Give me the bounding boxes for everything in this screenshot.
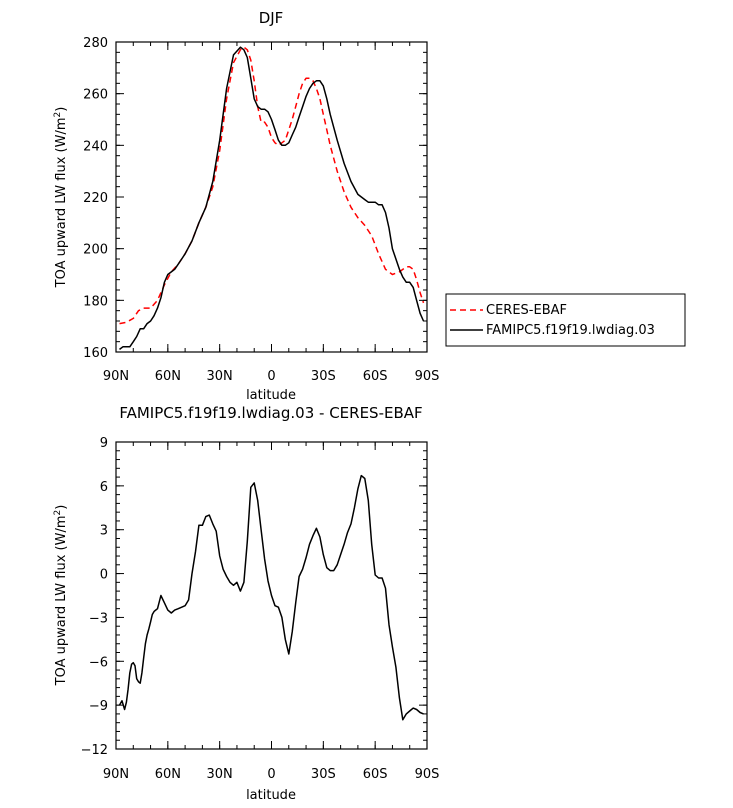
x-tick-label: 60S xyxy=(363,767,388,782)
y-tick-label: 6 xyxy=(100,480,108,495)
chart-title: FAMIPC5.f19f19.lwdiag.03 - CERES-EBAF xyxy=(119,404,422,422)
x-tick-label: 60S xyxy=(363,369,388,384)
y-tick-label: 3 xyxy=(100,524,108,539)
y-tick-label: −12 xyxy=(81,743,108,758)
x-tick-label: 30N xyxy=(207,767,233,782)
y-axis-title: TOA upward LW flux (W/m2) xyxy=(53,505,69,687)
y-tick-label: 160 xyxy=(83,346,108,361)
y-tick-label: −3 xyxy=(89,611,108,626)
x-tick-label: 90S xyxy=(415,767,440,782)
y-tick-label: 200 xyxy=(83,243,108,258)
x-tick-label: 60N xyxy=(155,369,181,384)
y-tick-label: 220 xyxy=(83,191,108,206)
chart-title: DJF xyxy=(259,9,284,27)
y-tick-label: −9 xyxy=(89,699,108,714)
y-tick-label: 260 xyxy=(83,88,108,103)
y-axis-title: TOA upward LW flux (W/m2) xyxy=(53,107,69,289)
x-tick-label: 30S xyxy=(311,767,336,782)
series-group xyxy=(118,474,424,721)
x-tick-label: 0 xyxy=(267,369,275,384)
legend-label-ceres: CERES-EBAF xyxy=(486,303,567,318)
y-tick-label: 180 xyxy=(83,294,108,309)
x-tick-label: 30S xyxy=(311,369,336,384)
x-tick-label: 0 xyxy=(267,767,275,782)
series-group xyxy=(119,46,425,350)
legend-box xyxy=(445,293,686,347)
x-tick-label: 90N xyxy=(103,767,129,782)
y-ticks: 160 180 200 220 240 260 280 xyxy=(83,36,427,361)
y-tick-label: −6 xyxy=(89,655,108,670)
x-tick-label: 90S xyxy=(415,369,440,384)
x-tick-label: 60N xyxy=(155,767,181,782)
x-axis-title: latitude xyxy=(246,788,296,803)
legend: CERES-EBAF FAMIPC5.f19f19.lwdiag.03 xyxy=(445,293,686,347)
panel-bottom-chart: FAMIPC5.f19f19.lwdiag.03 - CERES-EBAF −1… xyxy=(53,404,439,803)
x-tick-label: 30N xyxy=(207,369,233,384)
x-axis-title: latitude xyxy=(246,388,296,403)
legend-label-model: FAMIPC5.f19f19.lwdiag.03 xyxy=(486,323,655,338)
y-ticks: −12 −9 −6 −3 0 3 6 9 xyxy=(81,436,427,758)
panel-top-chart: DJF 160 180 200 220 240 260 280 90N 60N 30N 0 30S 6… xyxy=(53,9,686,403)
y-tick-label: 280 xyxy=(83,36,108,51)
series-line-difference xyxy=(118,474,424,721)
plot-frame xyxy=(115,41,428,353)
y-tick-label: 0 xyxy=(100,568,108,583)
y-tick-label: 9 xyxy=(100,436,108,451)
x-ticks: 90N 60N 30N 0 30S 60S 90S xyxy=(103,42,440,384)
x-tick-label: 90N xyxy=(103,369,129,384)
y-tick-label: 240 xyxy=(83,139,108,154)
x-ticks: 90N 60N 30N 0 30S 60S 90S xyxy=(103,442,440,782)
series-line-famipc5-f19f19-lwdiag-03 xyxy=(119,46,425,350)
